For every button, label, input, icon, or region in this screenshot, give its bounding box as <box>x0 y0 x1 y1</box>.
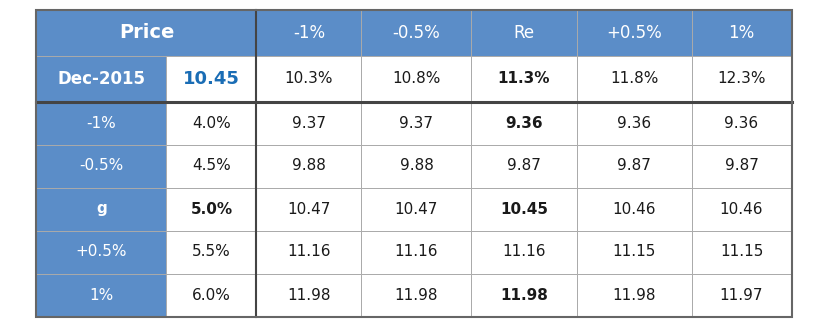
Text: 9.88: 9.88 <box>399 158 433 173</box>
Bar <box>576 101 691 144</box>
Text: 9.87: 9.87 <box>506 158 540 173</box>
Bar <box>256 101 361 144</box>
Text: Price: Price <box>118 23 174 42</box>
Text: 5.5%: 5.5% <box>192 244 231 259</box>
Text: 10.46: 10.46 <box>611 201 655 216</box>
Text: -0.5%: -0.5% <box>392 23 440 41</box>
Bar <box>166 187 256 230</box>
Text: 10.46: 10.46 <box>719 201 762 216</box>
Text: 4.5%: 4.5% <box>192 158 231 173</box>
Bar <box>361 9 471 55</box>
Text: 11.16: 11.16 <box>394 244 437 259</box>
Text: Dec-2015: Dec-2015 <box>57 69 146 87</box>
Bar <box>256 230 361 274</box>
Bar <box>576 144 691 187</box>
Text: 11.8%: 11.8% <box>609 71 657 86</box>
Text: 9.37: 9.37 <box>399 115 433 130</box>
Text: 11.16: 11.16 <box>502 244 545 259</box>
Bar <box>36 9 256 55</box>
Bar <box>256 9 361 55</box>
Bar <box>471 9 576 55</box>
Text: 10.45: 10.45 <box>500 201 547 216</box>
Text: 9.87: 9.87 <box>724 158 758 173</box>
Text: 11.97: 11.97 <box>719 288 762 303</box>
Text: 11.16: 11.16 <box>287 244 330 259</box>
Bar <box>691 101 791 144</box>
Text: 10.8%: 10.8% <box>392 71 440 86</box>
Text: 11.3%: 11.3% <box>497 71 550 86</box>
Bar <box>691 9 791 55</box>
Bar <box>361 274 471 317</box>
Bar <box>166 230 256 274</box>
Text: 12.3%: 12.3% <box>716 71 765 86</box>
Bar <box>256 274 361 317</box>
Text: g: g <box>96 201 107 216</box>
Text: 11.15: 11.15 <box>612 244 655 259</box>
Bar <box>36 187 166 230</box>
Bar <box>256 187 361 230</box>
Bar <box>576 230 691 274</box>
Text: Re: Re <box>513 23 534 41</box>
Bar <box>256 144 361 187</box>
Text: 6.0%: 6.0% <box>192 288 231 303</box>
Bar <box>471 55 576 101</box>
Text: 9.36: 9.36 <box>724 115 758 130</box>
Bar <box>691 274 791 317</box>
Bar <box>36 274 166 317</box>
Text: 10.47: 10.47 <box>394 201 437 216</box>
Text: 10.45: 10.45 <box>183 69 240 87</box>
Text: 1%: 1% <box>728 23 753 41</box>
Text: 4.0%: 4.0% <box>192 115 231 130</box>
Bar <box>471 187 576 230</box>
Bar <box>36 230 166 274</box>
Bar <box>691 55 791 101</box>
Text: 9.88: 9.88 <box>292 158 326 173</box>
Bar <box>166 144 256 187</box>
Bar <box>691 187 791 230</box>
Bar <box>166 274 256 317</box>
Bar <box>576 55 691 101</box>
Text: +0.5%: +0.5% <box>75 244 127 259</box>
Bar <box>36 55 166 101</box>
Bar <box>471 144 576 187</box>
Text: -1%: -1% <box>87 115 117 130</box>
Text: 11.98: 11.98 <box>500 288 547 303</box>
Text: 9.36: 9.36 <box>616 115 650 130</box>
Text: 5.0%: 5.0% <box>190 201 232 216</box>
Bar <box>166 101 256 144</box>
Text: 1%: 1% <box>89 288 113 303</box>
Bar <box>471 230 576 274</box>
Bar <box>691 144 791 187</box>
Bar <box>36 144 166 187</box>
Text: 11.98: 11.98 <box>611 288 655 303</box>
Text: 11.98: 11.98 <box>394 288 437 303</box>
Bar <box>576 274 691 317</box>
Bar <box>471 274 576 317</box>
Text: +0.5%: +0.5% <box>605 23 661 41</box>
Bar <box>691 230 791 274</box>
Bar <box>471 101 576 144</box>
Text: 9.36: 9.36 <box>504 115 543 130</box>
Bar <box>361 187 471 230</box>
Bar <box>576 187 691 230</box>
Text: -0.5%: -0.5% <box>79 158 123 173</box>
Text: 9.37: 9.37 <box>292 115 326 130</box>
Text: -1%: -1% <box>293 23 325 41</box>
Bar <box>36 101 166 144</box>
Text: 11.15: 11.15 <box>719 244 762 259</box>
Text: 10.47: 10.47 <box>287 201 330 216</box>
Bar <box>361 144 471 187</box>
Bar <box>166 55 256 101</box>
Text: 10.3%: 10.3% <box>284 71 332 86</box>
Bar <box>361 101 471 144</box>
Bar <box>361 55 471 101</box>
Text: 9.87: 9.87 <box>616 158 650 173</box>
Bar <box>361 230 471 274</box>
Bar <box>256 55 361 101</box>
Text: 11.98: 11.98 <box>287 288 330 303</box>
Bar <box>576 9 691 55</box>
